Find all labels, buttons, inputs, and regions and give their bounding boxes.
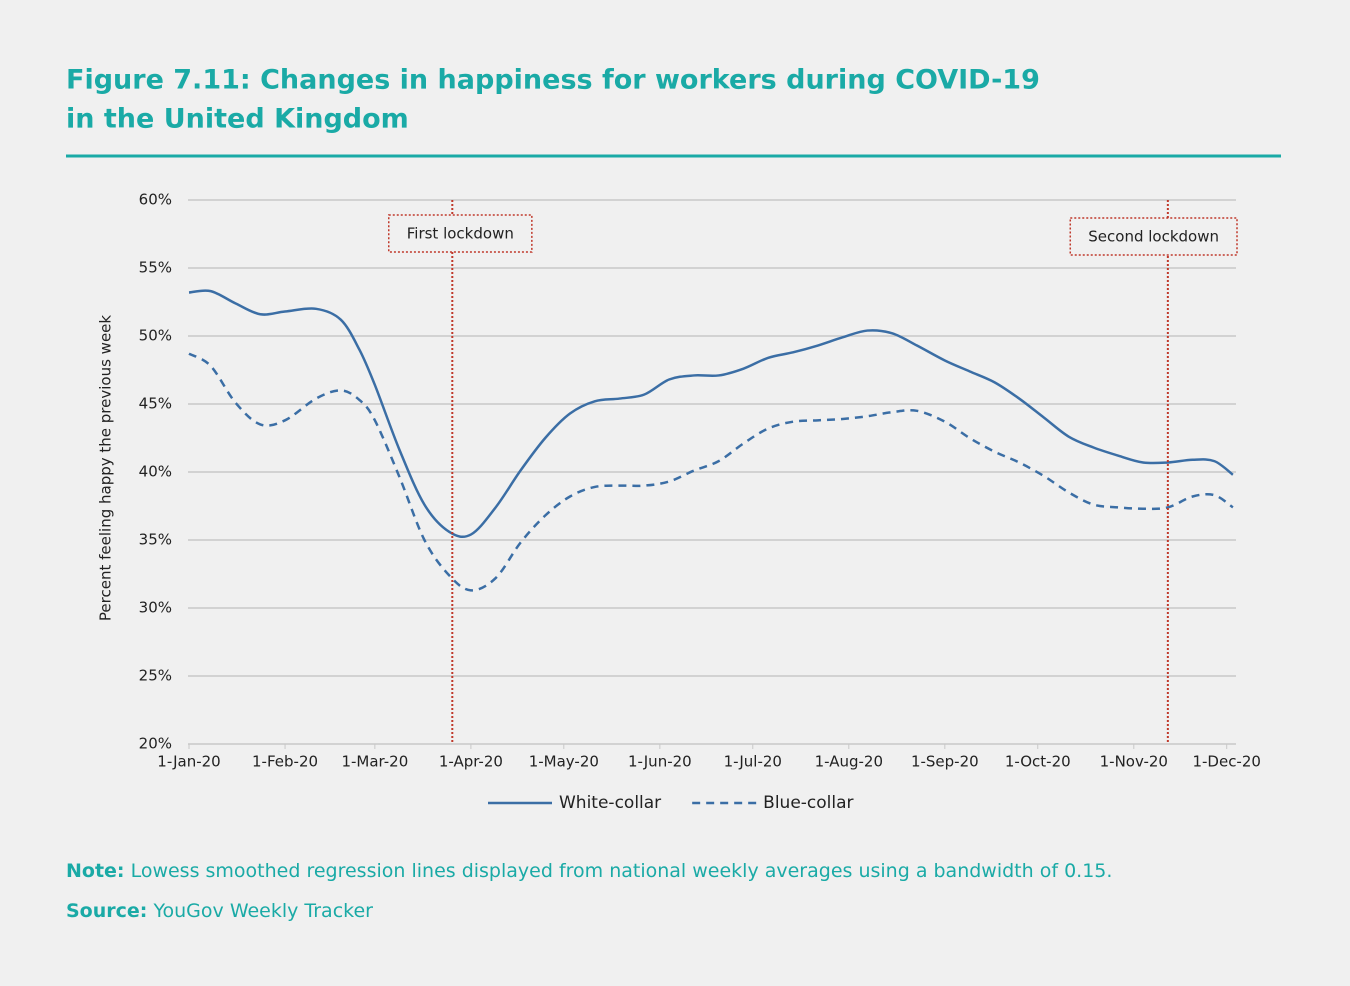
annotation-box: [1069, 217, 1238, 256]
annotation-label: Second lockdown: [1088, 228, 1219, 246]
x-tick-label: 1-Oct-20: [1005, 753, 1071, 771]
chart-title: in the United Kingdom: [66, 104, 409, 135]
y-tick-label: 60%: [139, 191, 172, 209]
y-tick-label: 40%: [139, 463, 172, 481]
series-line: [188, 289, 1234, 539]
x-tick-label: 1-Apr-20: [439, 753, 503, 771]
y-tick-label: 50%: [139, 327, 172, 345]
annotation-label: First lockdown: [407, 225, 514, 243]
y-tick-label: 55%: [139, 259, 172, 277]
note: Note: Lowess smoothed regression lines d…: [66, 860, 1112, 882]
y-tick-label: 35%: [139, 531, 172, 549]
series-line: [188, 352, 1234, 592]
y-tick-label: 25%: [139, 667, 172, 685]
x-tick-label: 1-Jul-20: [724, 753, 782, 771]
y-tick-label: 45%: [139, 395, 172, 413]
legend-label: Blue-collar: [763, 793, 853, 813]
x-tick-label: 1-May-20: [529, 753, 599, 771]
annotation-box: [388, 214, 533, 253]
y-tick-label: 20%: [139, 735, 172, 753]
legend-label: White-collar: [559, 793, 661, 813]
x-tick-label: 1-Dec-20: [1192, 753, 1260, 771]
source-label: Source:: [66, 900, 148, 922]
x-tick-label: 1-Mar-20: [341, 753, 408, 771]
y-tick-label: 30%: [139, 599, 172, 617]
chart-title: Figure 7.11: Changes in happiness for wo…: [66, 65, 1040, 96]
note-label: Note:: [66, 860, 125, 882]
x-tick-label: 1-Jun-20: [628, 753, 692, 771]
note-text: Lowess smoothed regression lines display…: [130, 860, 1113, 882]
x-tick-label: 1-Feb-20: [252, 753, 318, 771]
x-tick-label: 1-Aug-20: [815, 753, 883, 771]
source: Source: YouGov Weekly Tracker: [66, 900, 373, 922]
x-tick-label: 1-Nov-20: [1100, 753, 1168, 771]
x-tick-label: 1-Sep-20: [911, 753, 979, 771]
source-text: YouGov Weekly Tracker: [153, 900, 373, 922]
y-axis-label: Percent feeling happy the previous week: [97, 315, 115, 621]
x-tick-label: 1-Jan-20: [157, 753, 220, 771]
